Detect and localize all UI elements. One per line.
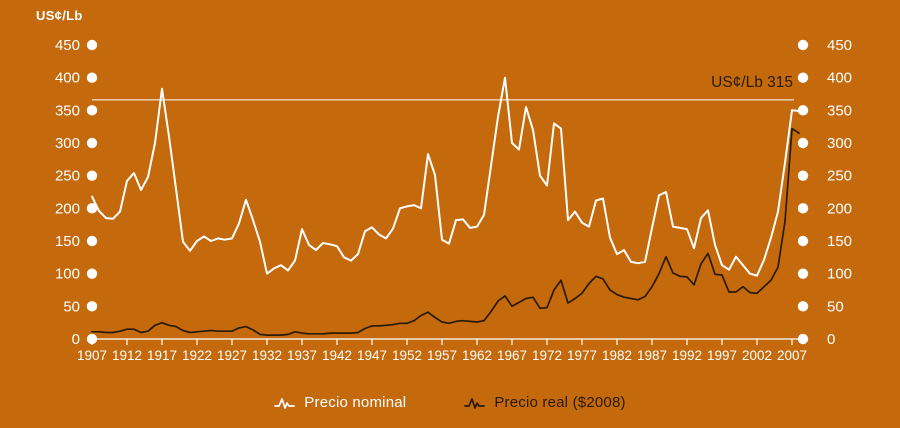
- y-axis-label-left: 150: [55, 233, 80, 250]
- y-axis-dot-left: [86, 137, 98, 149]
- y-axis-dot-right: [797, 235, 809, 247]
- y-axis-label-left: 450: [55, 37, 80, 54]
- series-line-precio-real-2008: [91, 127, 800, 336]
- x-axis-label: 1987: [637, 348, 667, 363]
- y-axis-dot-right: [797, 39, 809, 51]
- x-axis-label: 2007: [777, 348, 807, 363]
- y-axis-dot-left: [86, 235, 98, 247]
- unit-label: US¢/Lb: [36, 8, 83, 23]
- y-axis-label-right: 150: [827, 233, 852, 250]
- chart-legend: Precio nominal Precio real ($2008): [0, 394, 900, 411]
- y-axis-dot-right: [797, 137, 809, 149]
- x-axis-label: 1952: [392, 348, 422, 363]
- x-axis-label: 1957: [427, 348, 457, 363]
- y-axis-dot-right: [797, 105, 809, 116]
- y-axis-dot-right: [797, 72, 809, 83]
- y-axis-dot-left: [86, 39, 98, 51]
- line-squiggle-icon: [274, 397, 296, 409]
- y-axis-label-right: 50: [827, 298, 844, 315]
- series-line-precio-nominal: [91, 76, 800, 277]
- y-axis-label-left: 300: [55, 135, 80, 152]
- y-axis-label-right: 100: [827, 266, 852, 283]
- y-axis-label-right: 300: [827, 135, 852, 152]
- y-axis-label-left: 50: [63, 298, 80, 315]
- x-axis-label: 1907: [77, 348, 107, 363]
- y-axis-dot-right: [797, 333, 809, 345]
- x-axis-label: 1947: [357, 348, 387, 363]
- y-axis-dot-right: [797, 170, 809, 181]
- x-axis-label: 1997: [707, 348, 737, 363]
- y-axis-dot-right: [797, 203, 809, 214]
- y-axis-dot-left: [86, 203, 98, 214]
- y-axis-dot-left: [86, 268, 98, 279]
- x-axis-label: 1977: [567, 348, 597, 363]
- legend-item-precio-nominal: Precio nominal: [274, 394, 406, 411]
- x-axis-label: 1942: [322, 348, 352, 363]
- price-chart: 0 0 50 50 100 100 150 150 200 200 250 250 300 300 350 3…: [55, 37, 852, 363]
- price-annotation: US¢/Lb 315: [711, 74, 793, 91]
- x-axis-label: 1927: [217, 348, 247, 363]
- y-axis-label-left: 350: [55, 102, 80, 119]
- y-axis-label-right: 350: [827, 102, 852, 119]
- y-axis-dot-left: [86, 301, 98, 312]
- x-axis-label: 1982: [602, 348, 632, 363]
- x-axis-label: 1932: [252, 348, 282, 363]
- legend-label: Precio nominal: [304, 394, 407, 411]
- y-axis-dot-left: [86, 105, 98, 116]
- x-axis-label: 1962: [462, 348, 492, 363]
- line-squiggle-icon: [464, 397, 486, 409]
- y-axis-label-left: 400: [55, 70, 80, 87]
- x-axis-label: 1937: [287, 348, 317, 363]
- y-axis-label-right: 250: [827, 168, 852, 185]
- y-axis-label-right: 0: [827, 331, 835, 348]
- x-axis-label: 2002: [742, 348, 772, 363]
- x-axis-label: 1967: [497, 348, 527, 363]
- y-axis-label-left: 200: [55, 200, 80, 217]
- x-axis-label: 1912: [112, 348, 142, 363]
- x-axis-label: 1972: [532, 348, 562, 363]
- y-axis-dot-left: [86, 170, 98, 181]
- y-axis-label-left: 0: [72, 331, 80, 348]
- x-axis-label: 1992: [672, 348, 702, 363]
- y-axis-label-right: 450: [827, 37, 852, 54]
- y-axis-dot-right: [797, 301, 809, 312]
- y-axis-label-left: 100: [55, 266, 80, 283]
- y-axis-dot-left: [86, 72, 98, 83]
- y-axis-label-left: 250: [55, 168, 80, 185]
- y-axis-label-right: 400: [827, 70, 852, 87]
- x-axis-label: 1922: [182, 348, 212, 363]
- legend-item-precio-real: Precio real ($2008): [464, 394, 625, 411]
- y-axis-label-right: 200: [827, 200, 852, 217]
- y-axis-dot-right: [797, 268, 809, 279]
- x-axis-label: 1917: [147, 348, 177, 363]
- legend-label: Precio real ($2008): [494, 394, 626, 411]
